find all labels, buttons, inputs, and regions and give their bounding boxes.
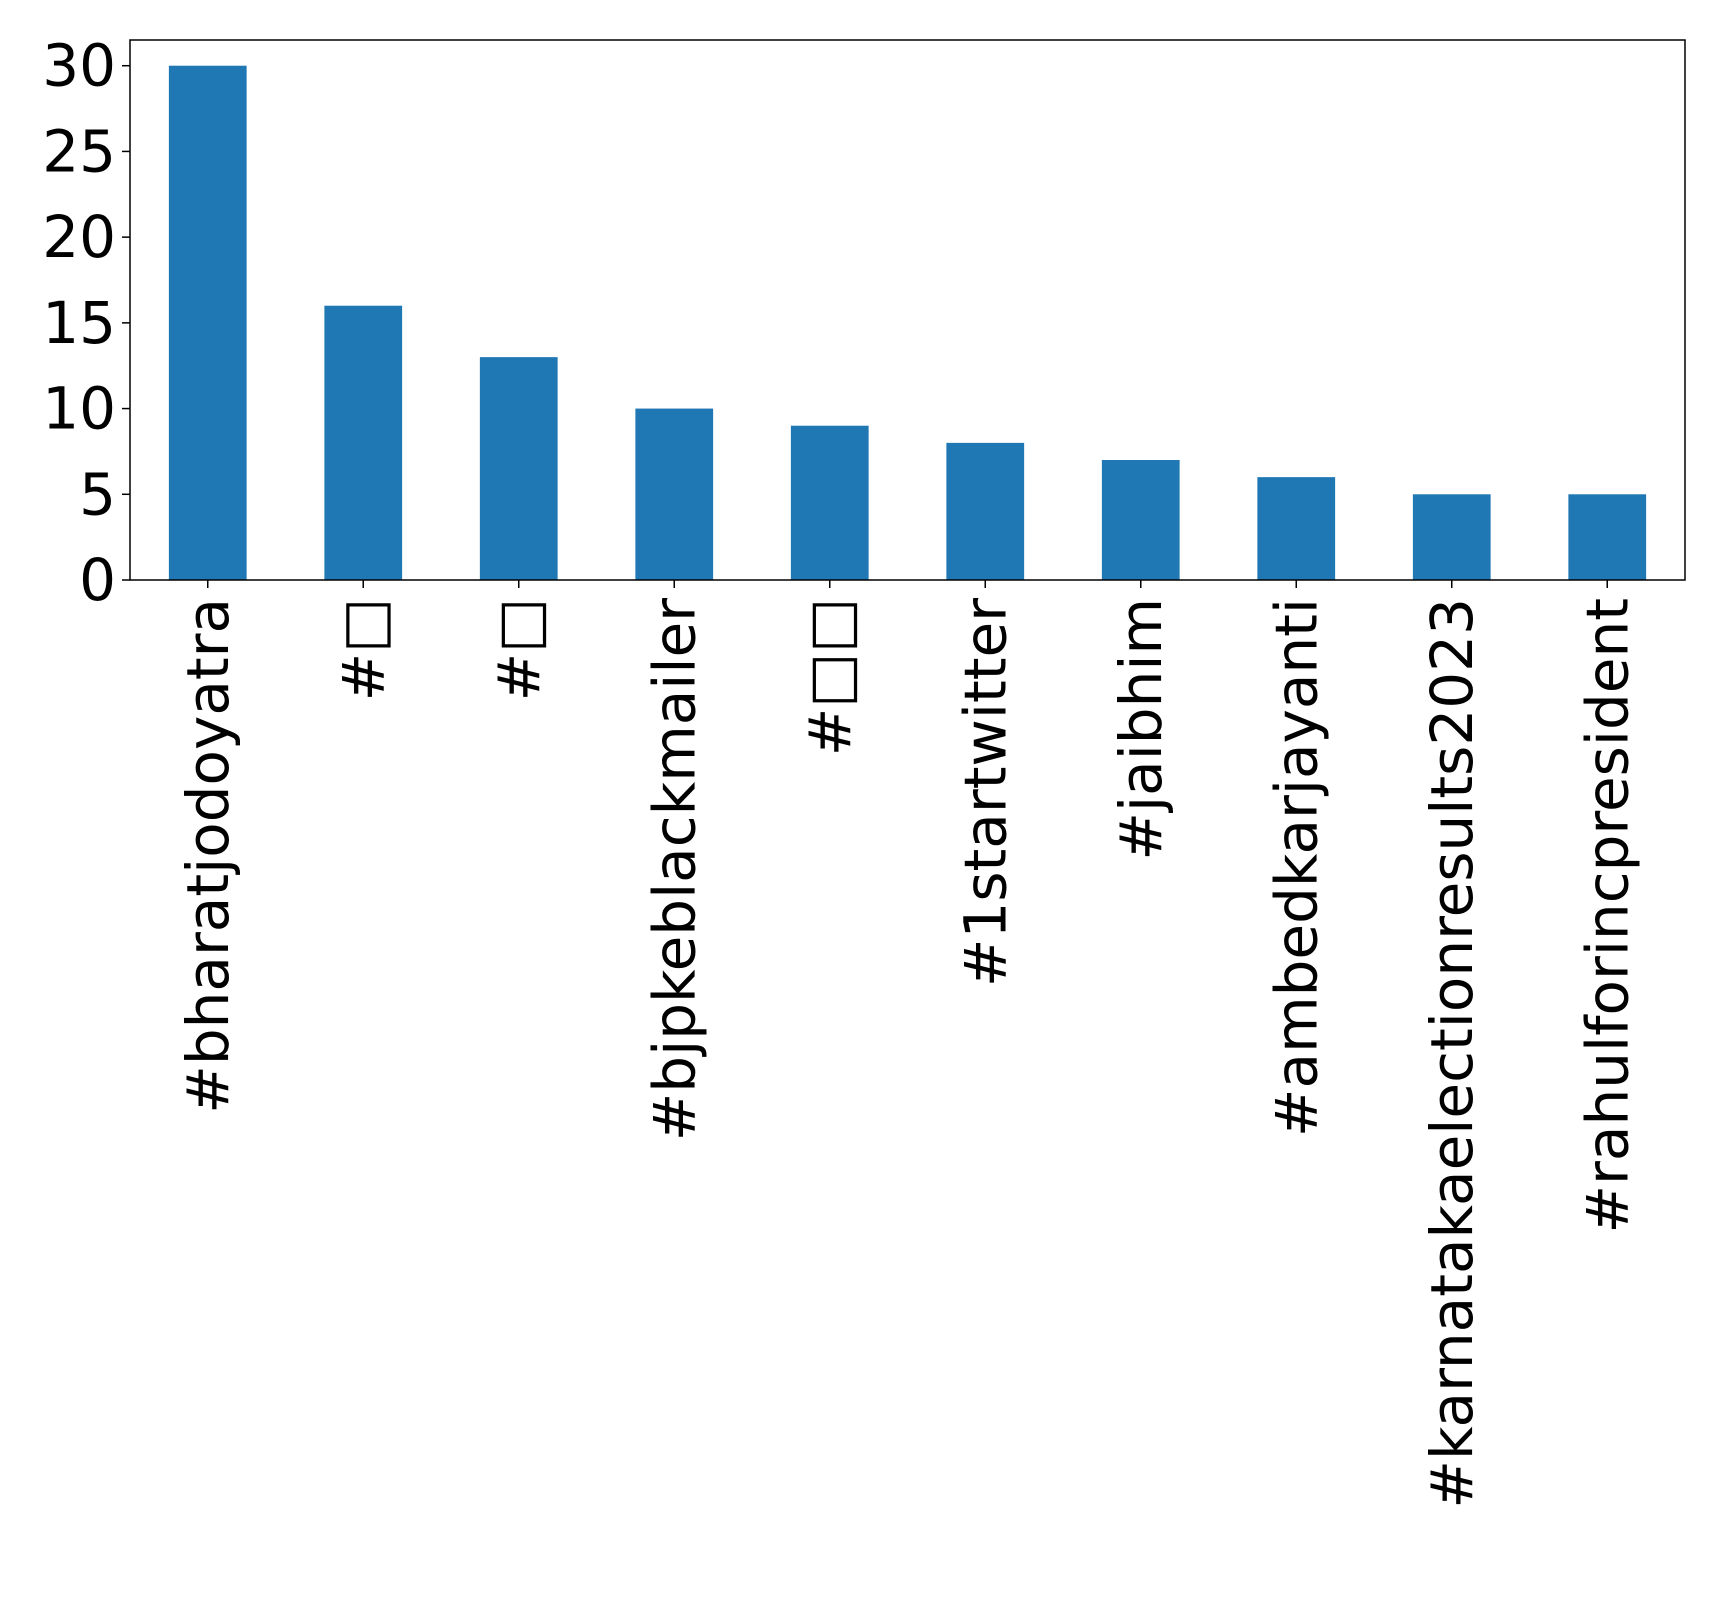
- y-tick-label-2: 10: [42, 375, 116, 443]
- x-tick-label-1: #□: [329, 598, 397, 701]
- bar-0: [168, 65, 247, 580]
- x-tick-label-4: #□□: [796, 598, 864, 756]
- plot-frame: [129, 39, 1686, 581]
- x-tick-label-7: #ambedkarjayanti: [1262, 598, 1330, 1137]
- y-tick-label-1: 5: [79, 460, 116, 528]
- x-tick-label-3: #bjpkeblackmailer: [640, 598, 708, 1141]
- bar-5: [946, 442, 1025, 580]
- y-tick-label-4: 20: [42, 203, 116, 271]
- y-axis-ticks: 0 5 10 15 20 25 30: [42, 32, 130, 614]
- x-tick-label-5: #1startwitter: [951, 598, 1019, 987]
- bar-6: [1101, 460, 1180, 580]
- bar-9: [1568, 494, 1647, 580]
- y-tick-label-3: 15: [42, 289, 116, 357]
- x-tick-label-8: #karnatakaelectionresults2023: [1418, 598, 1486, 1509]
- x-tick-label-0: #bharatjodoyatra: [174, 598, 242, 1114]
- y-tick-label-6: 30: [42, 32, 116, 100]
- x-axis-ticks: #bharatjodoyatra #□ #□ #bjpkeblackmailer #□□…: [174, 580, 1641, 1509]
- bars-group: [168, 65, 1647, 580]
- bar-7: [1257, 477, 1336, 580]
- bar-2: [479, 357, 558, 580]
- bar-3: [635, 408, 714, 580]
- x-tick-label-6: #jaibhim: [1107, 598, 1175, 861]
- y-tick-label-0: 0: [79, 546, 116, 614]
- bar-8: [1412, 494, 1491, 580]
- y-tick-label-5: 25: [42, 117, 116, 185]
- bar-4: [790, 425, 869, 580]
- bar-1: [324, 305, 403, 580]
- x-tick-label-9: #rahulforincpresident: [1573, 598, 1641, 1234]
- x-tick-label-2: #□: [485, 598, 553, 701]
